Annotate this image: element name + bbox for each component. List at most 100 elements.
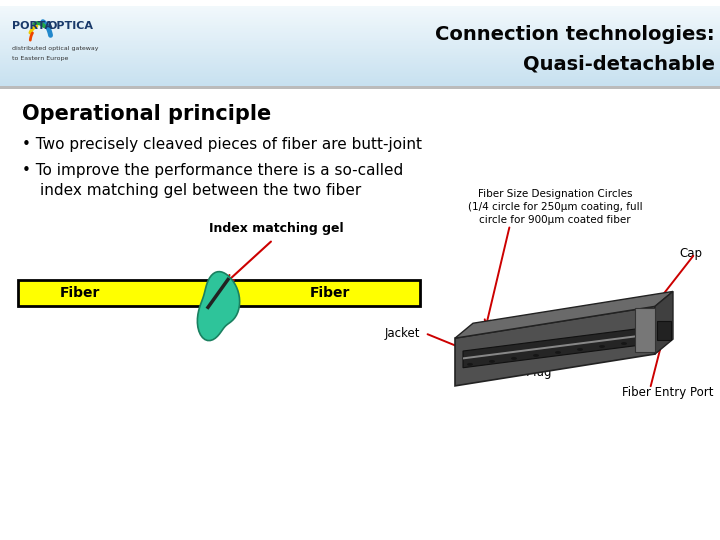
Text: distributed optical gateway: distributed optical gateway: [12, 46, 99, 51]
Bar: [228, 280, 420, 306]
Polygon shape: [655, 292, 673, 354]
Bar: [0, 30, 720, 31]
Bar: [0, 16, 720, 17]
Bar: [0, 75, 720, 77]
Bar: [0, 82, 720, 83]
Bar: [0, 48, 720, 50]
Bar: [0, 0, 720, 1]
Bar: [0, 74, 720, 76]
Bar: [0, 39, 720, 41]
Bar: [0, 3, 720, 4]
Text: Cap: Cap: [679, 247, 702, 260]
Bar: [0, 29, 720, 30]
Bar: [0, 60, 720, 62]
Bar: [0, 69, 720, 70]
Bar: [0, 0, 720, 6]
Bar: [0, 18, 720, 19]
Bar: [0, 26, 720, 28]
Text: PORTA: PORTA: [12, 21, 53, 31]
Bar: [0, 5, 720, 6]
Text: Connection technologies:: Connection technologies:: [436, 25, 715, 44]
Bar: [0, 1, 720, 2]
Bar: [0, 57, 720, 58]
Bar: [0, 20, 720, 22]
Bar: [0, 19, 720, 21]
Bar: [0, 33, 720, 35]
Bar: [0, 2, 720, 3]
Bar: [0, 64, 720, 66]
Text: Fiber: Fiber: [60, 286, 100, 300]
Bar: [0, 52, 720, 54]
Ellipse shape: [599, 345, 605, 348]
Bar: [0, 12, 720, 14]
Text: Fiber Entry Port: Fiber Entry Port: [622, 386, 714, 400]
Bar: [0, 71, 720, 72]
Bar: [0, 11, 720, 13]
Bar: [0, 61, 720, 63]
Text: Operational principle: Operational principle: [22, 104, 271, 124]
Ellipse shape: [489, 360, 495, 363]
Bar: [0, 31, 720, 32]
Bar: [0, 59, 720, 60]
Bar: [0, 77, 720, 79]
Bar: [0, 68, 720, 69]
Polygon shape: [635, 308, 655, 352]
Bar: [0, 55, 720, 56]
Text: Index matching gel: Index matching gel: [209, 222, 343, 235]
Bar: [0, 23, 720, 25]
Bar: [0, 14, 720, 15]
Bar: [0, 53, 720, 55]
Polygon shape: [455, 306, 655, 386]
Bar: [0, 65, 720, 67]
Bar: [0, 63, 720, 65]
Ellipse shape: [577, 348, 583, 351]
Bar: [0, 49, 720, 51]
Bar: [0, 85, 720, 86]
Bar: [0, 4, 720, 5]
Bar: [0, 58, 720, 59]
Bar: [0, 51, 720, 53]
Bar: [0, 21, 720, 23]
Bar: [0, 7, 720, 9]
Bar: [0, 42, 720, 43]
Ellipse shape: [555, 351, 561, 354]
Bar: [0, 43, 720, 44]
Bar: [0, 72, 720, 73]
Bar: [0, 35, 720, 37]
Bar: [0, 62, 720, 64]
Bar: [0, 24, 720, 26]
Polygon shape: [463, 327, 650, 368]
Ellipse shape: [533, 354, 539, 357]
Bar: [0, 83, 720, 84]
Bar: [0, 25, 720, 27]
Text: Quasi-detachable: Quasi-detachable: [523, 55, 715, 74]
Bar: [18, 280, 208, 306]
Bar: [0, 6, 720, 8]
Bar: [0, 66, 720, 68]
Bar: [0, 78, 720, 80]
Bar: [0, 44, 720, 45]
Text: Fiber: Fiber: [310, 286, 350, 300]
Bar: [0, 73, 720, 75]
Text: • To improve the performance there is a so-called: • To improve the performance there is a …: [22, 163, 403, 178]
Text: End Plug: End Plug: [500, 367, 552, 380]
Text: OPTICA: OPTICA: [47, 21, 93, 31]
Bar: [0, 50, 720, 52]
Bar: [0, 70, 720, 71]
Bar: [0, 22, 720, 24]
Bar: [0, 40, 720, 42]
Ellipse shape: [467, 363, 473, 366]
Bar: [0, 10, 720, 12]
Bar: [0, 56, 720, 57]
Bar: [0, 46, 720, 48]
Bar: [0, 28, 720, 29]
Bar: [0, 47, 720, 49]
Text: Jacket: Jacket: [384, 327, 420, 340]
Text: to Eastern Europe: to Eastern Europe: [12, 56, 68, 61]
Ellipse shape: [621, 342, 627, 345]
Ellipse shape: [511, 357, 517, 360]
Bar: [0, 36, 720, 38]
Bar: [657, 321, 671, 340]
Bar: [0, 38, 720, 40]
Bar: [0, 8, 720, 10]
